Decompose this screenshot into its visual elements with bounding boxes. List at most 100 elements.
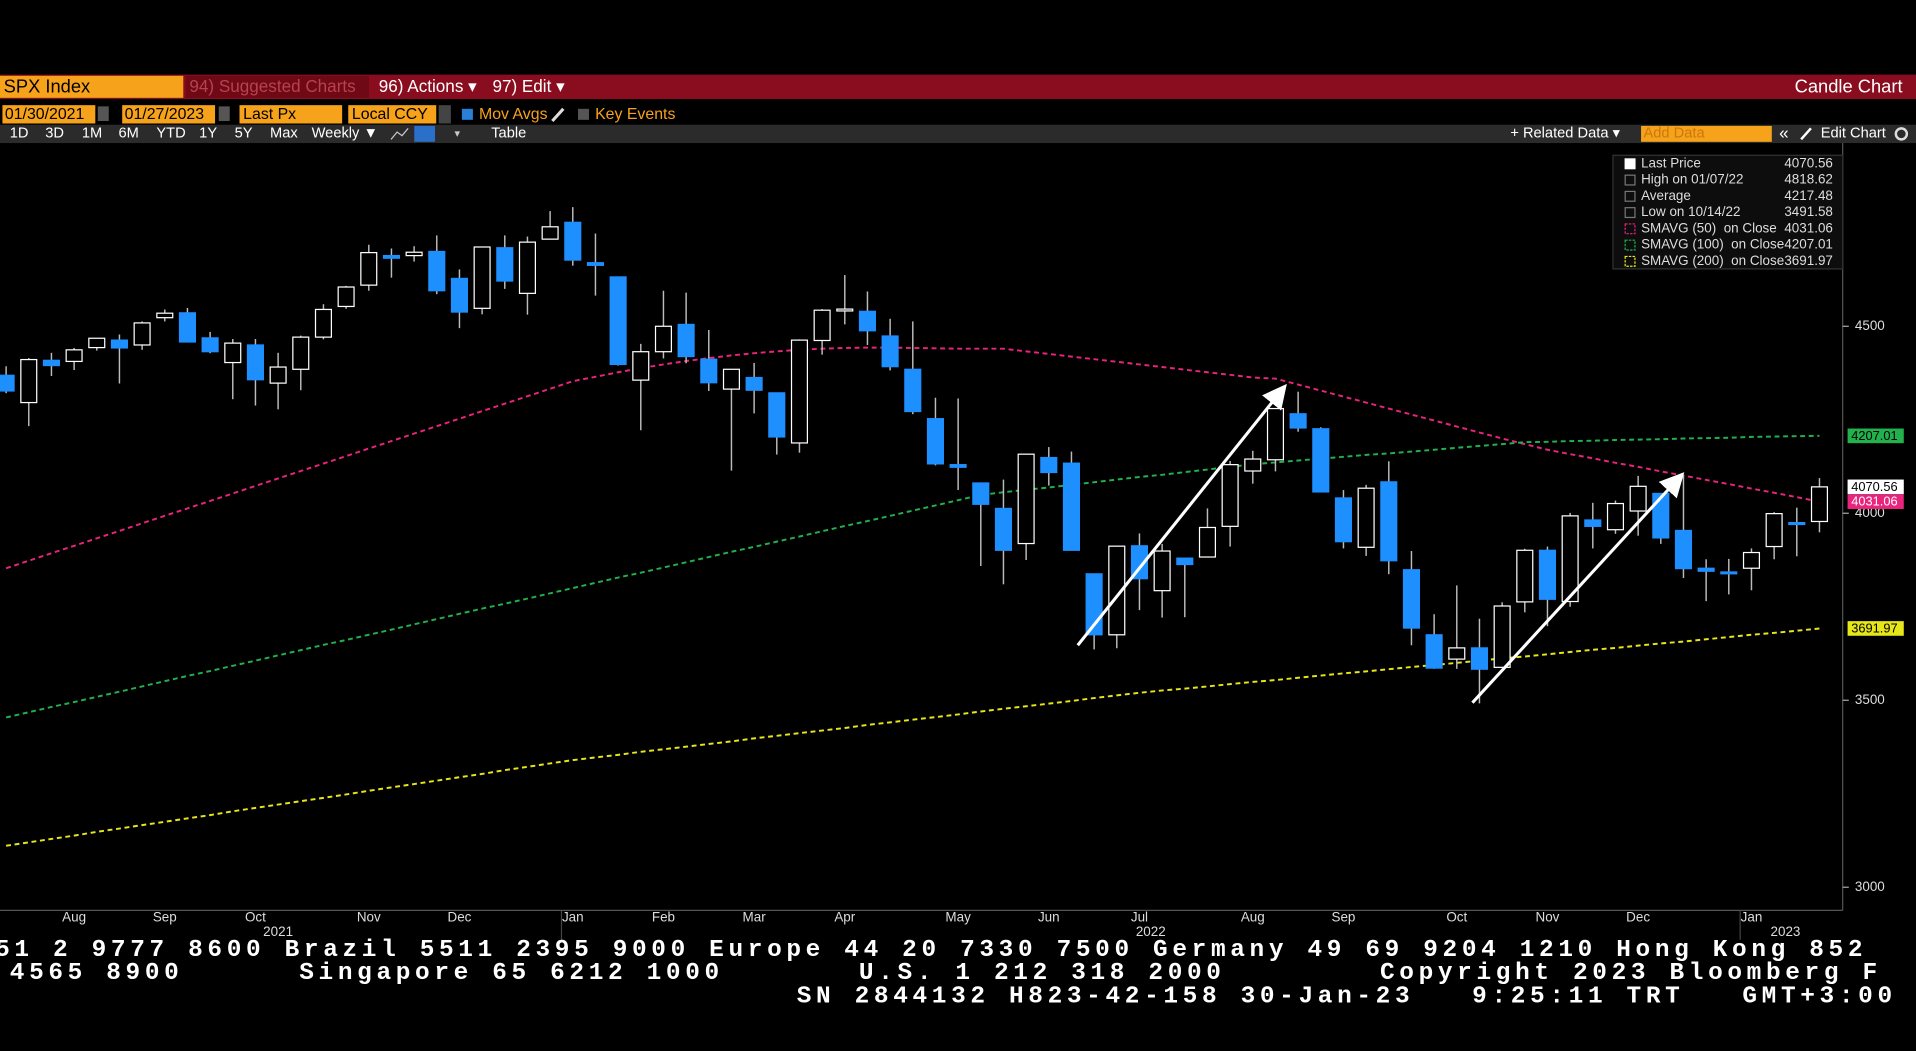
currency-box[interactable] — [348, 105, 437, 124]
calendar-icon[interactable] — [97, 106, 109, 122]
candle-body — [881, 335, 899, 368]
key-events-checkbox[interactable] — [577, 108, 589, 120]
candle-body — [1130, 545, 1149, 580]
dropdown-arrow[interactable]: ▾ — [455, 128, 461, 140]
value-tag-label: 4070.56 — [1851, 479, 1897, 494]
candle-body — [926, 418, 945, 465]
frequency[interactable]: Weekly ▼ — [312, 126, 378, 142]
legend-icon — [1624, 255, 1636, 267]
y-tick-label: 3000 — [1855, 879, 1885, 894]
period-button[interactable]: 1M — [82, 126, 102, 142]
candle-body — [1244, 458, 1262, 472]
legend-label: SMAVG (50) on Close — [1641, 220, 1777, 235]
period-button[interactable]: Max — [270, 126, 298, 142]
moving-average-line — [5, 346, 1820, 570]
candle-icon[interactable] — [414, 125, 436, 142]
candle-body — [88, 337, 106, 349]
add-data-box[interactable] — [1641, 125, 1772, 142]
settings-icon[interactable] — [1894, 127, 1909, 141]
legend-value: 4217.48 — [1784, 188, 1833, 203]
candle-body — [1788, 521, 1806, 526]
candle-body — [292, 336, 310, 370]
ticker-box[interactable] — [0, 75, 184, 98]
candle-body — [1040, 456, 1058, 474]
candle-body — [178, 312, 196, 343]
period-button[interactable]: YTD — [156, 126, 185, 142]
value-tag-label: 3691.97 — [1851, 620, 1897, 635]
field-box[interactable] — [239, 105, 343, 124]
x-tick-label: Jun — [1038, 909, 1060, 924]
edit-icon[interactable] — [1800, 127, 1812, 141]
footer-line: SN 2844132 H823-42-158 30-Jan-23 9:25:11… — [797, 983, 1897, 1010]
candle-body — [201, 337, 219, 353]
candle-body — [813, 309, 831, 342]
candle-body — [1448, 647, 1466, 660]
legend-value: 4031.06 — [1784, 220, 1833, 235]
candle-body — [1312, 428, 1330, 493]
candle-body — [722, 368, 741, 390]
candle-body — [0, 374, 15, 392]
period-button[interactable]: 1D — [10, 126, 29, 142]
x-tick-label: Oct — [245, 909, 266, 924]
collapse-icon[interactable]: « — [1779, 123, 1789, 142]
candle-body — [972, 482, 990, 505]
period-button[interactable]: 3D — [45, 126, 64, 142]
edit-chart[interactable]: Edit Chart — [1821, 126, 1886, 142]
candle-body — [677, 323, 695, 358]
candle-body — [768, 392, 786, 438]
period-button[interactable]: 5Y — [235, 126, 253, 142]
mov-avgs: Mov Avgs — [479, 106, 548, 123]
candle-body — [1742, 551, 1761, 569]
start-date-box[interactable] — [2, 105, 96, 124]
candle-body — [337, 286, 355, 308]
candle-body — [586, 262, 605, 266]
candle-body — [518, 241, 537, 294]
candle-body — [1334, 497, 1353, 543]
candle-body — [1810, 486, 1829, 523]
candle-body — [156, 312, 174, 319]
mov-avgs-checkbox[interactable] — [461, 108, 473, 120]
candle-body — [405, 251, 423, 257]
suggested-button[interactable] — [185, 75, 370, 98]
candle-body — [836, 308, 854, 312]
value-tag — [1847, 621, 1904, 636]
legend-value: 4818.62 — [1784, 172, 1833, 187]
table-button[interactable]: Table — [491, 126, 526, 142]
add-data: Add Data — [1644, 126, 1706, 142]
line-icon[interactable] — [390, 127, 409, 140]
candle-body — [360, 251, 378, 286]
candle-body — [473, 246, 491, 309]
candle-body — [1584, 519, 1602, 527]
chart-kind: Candle Chart — [1795, 75, 1903, 96]
x-tick-label: Dec — [1626, 909, 1650, 924]
currency: Local CCY — [352, 106, 428, 123]
candle-body — [1153, 550, 1171, 592]
period-button[interactable]: 1Y — [199, 126, 217, 142]
candle-body — [269, 366, 287, 384]
calendar-icon[interactable] — [218, 106, 230, 122]
x-tick-label: Feb — [652, 909, 675, 924]
candle-body — [858, 310, 877, 332]
end-date-box[interactable] — [122, 105, 216, 124]
legend-value: 3691.97 — [1784, 253, 1833, 268]
edit-menu[interactable]: 97) Edit ▾ — [492, 77, 565, 96]
x-tick-label: Apr — [834, 909, 855, 924]
value-tag — [1847, 428, 1904, 444]
period-button[interactable]: 6M — [119, 126, 139, 142]
x-tick-label: Sep — [153, 909, 177, 924]
value-tag — [1847, 479, 1904, 495]
candle-body — [1652, 492, 1670, 539]
candle-body — [1720, 571, 1738, 575]
candle-body — [1697, 567, 1715, 572]
actions-menu[interactable]: 96) Actions ▾ — [379, 77, 477, 96]
x-tick-label: Aug — [62, 909, 86, 924]
pencil-icon[interactable] — [551, 107, 565, 123]
dropdown[interactable] — [438, 105, 451, 124]
candle-body — [1221, 464, 1239, 527]
candle-body — [20, 358, 38, 404]
annotation-arrow — [1076, 383, 1287, 647]
legend-value: 3491.58 — [1784, 204, 1833, 219]
legend-value: 4207.01 — [1784, 237, 1833, 252]
related-data[interactable]: + Related Data ▾ — [1510, 126, 1620, 142]
moving-average-line — [5, 627, 1820, 847]
